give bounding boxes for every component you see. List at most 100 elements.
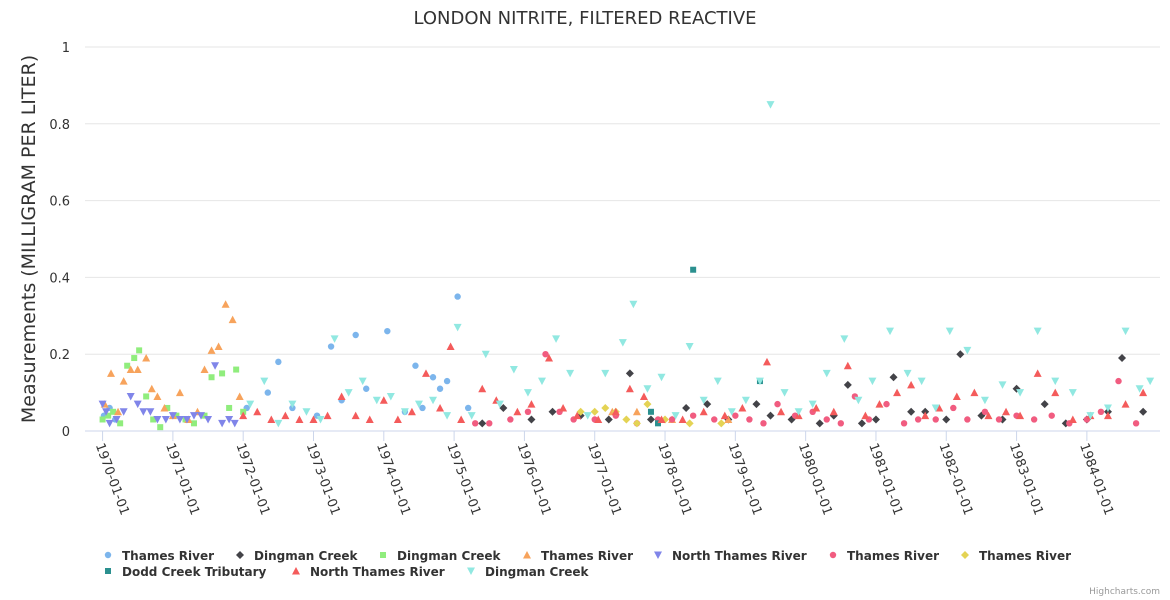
data-point[interactable] — [690, 266, 697, 273]
data-point[interactable] — [657, 415, 666, 423]
data-point[interactable] — [1033, 369, 1042, 377]
data-point[interactable] — [161, 415, 170, 424]
data-point[interactable] — [545, 354, 554, 362]
data-point[interactable] — [495, 400, 504, 409]
data-point[interactable] — [523, 389, 532, 397]
data-point[interactable] — [632, 419, 641, 428]
data-point[interactable] — [337, 392, 346, 400]
data-point[interactable] — [812, 403, 821, 412]
data-point[interactable] — [182, 415, 191, 424]
legend-label[interactable]: Thames River — [122, 549, 214, 563]
data-point[interactable] — [363, 385, 370, 392]
data-point[interactable] — [1040, 400, 1049, 409]
data-point[interactable] — [133, 365, 142, 374]
data-point[interactable] — [583, 412, 592, 420]
legend-marker[interactable] — [961, 551, 969, 559]
data-point[interactable] — [868, 377, 877, 386]
data-point[interactable] — [407, 407, 416, 416]
data-point[interactable] — [822, 369, 831, 378]
data-point[interactable] — [327, 343, 335, 350]
legend-item[interactable]: Thames River — [523, 549, 633, 563]
data-point[interactable] — [945, 327, 954, 336]
data-point[interactable] — [190, 420, 197, 427]
data-point[interactable] — [436, 403, 445, 412]
legend-label[interactable]: Dingman Creek — [397, 549, 502, 563]
data-point[interactable] — [105, 419, 114, 428]
data-point[interactable] — [219, 370, 226, 377]
data-point[interactable] — [1068, 415, 1077, 423]
data-point[interactable] — [384, 327, 391, 335]
data-point[interactable] — [429, 396, 438, 405]
data-point[interactable] — [98, 400, 107, 409]
data-point[interactable] — [777, 407, 786, 416]
legend-marker[interactable] — [523, 551, 531, 559]
data-point[interactable] — [330, 335, 339, 343]
data-point[interactable] — [931, 404, 940, 412]
data-point[interactable] — [126, 392, 135, 401]
data-point[interactable] — [509, 366, 518, 374]
data-point[interactable] — [903, 369, 912, 378]
data-point[interactable] — [1048, 412, 1055, 419]
legend-label[interactable]: Thames River — [979, 549, 1071, 563]
data-point[interactable] — [720, 411, 729, 420]
data-point[interactable] — [907, 407, 916, 416]
data-point[interactable] — [689, 412, 697, 419]
data-point[interactable] — [150, 416, 157, 423]
data-point[interactable] — [146, 408, 155, 416]
data-point[interactable] — [386, 392, 395, 401]
data-point[interactable] — [323, 411, 332, 420]
data-point[interactable] — [1068, 389, 1077, 397]
data-point[interactable] — [453, 323, 462, 332]
data-point[interactable] — [780, 389, 789, 397]
data-point[interactable] — [365, 415, 374, 423]
legend-item[interactable]: Dingman Creek — [380, 549, 502, 563]
data-point[interactable] — [464, 404, 472, 412]
data-point[interactable] — [379, 396, 388, 404]
data-point[interactable] — [755, 377, 764, 386]
data-point[interactable] — [746, 416, 753, 423]
data-point[interactable] — [871, 415, 880, 424]
data-point[interactable] — [774, 400, 781, 408]
data-point[interactable] — [218, 419, 227, 428]
data-point[interactable] — [893, 388, 902, 397]
data-point[interactable] — [711, 416, 718, 423]
data-point[interactable] — [611, 407, 620, 416]
data-point[interactable] — [752, 400, 761, 409]
data-point[interactable] — [281, 411, 290, 420]
data-point[interactable] — [230, 419, 239, 428]
data-point[interactable] — [527, 400, 536, 408]
data-point[interactable] — [164, 404, 171, 411]
legend-marker[interactable] — [292, 567, 300, 575]
data-point[interactable] — [472, 420, 479, 427]
data-point[interactable] — [622, 415, 631, 424]
data-point[interactable] — [143, 393, 150, 400]
data-point[interactable] — [995, 416, 1003, 423]
data-point[interactable] — [457, 415, 466, 423]
legend-item[interactable]: North Thames River — [292, 565, 445, 579]
data-point[interactable] — [214, 342, 223, 351]
data-point[interactable] — [112, 415, 121, 424]
legend-item[interactable]: Thames River — [104, 549, 214, 563]
data-point[interactable] — [629, 300, 638, 309]
data-point[interactable] — [1016, 411, 1025, 420]
legend-label[interactable]: Dingman Creek — [254, 549, 359, 563]
data-point[interactable] — [668, 416, 676, 423]
data-point[interactable] — [114, 407, 123, 416]
data-point[interactable] — [160, 403, 169, 412]
legend-item[interactable]: Thames River — [829, 549, 939, 563]
data-point[interactable] — [204, 415, 213, 424]
data-point[interactable] — [117, 420, 124, 427]
data-point[interactable] — [717, 419, 726, 428]
data-point[interactable] — [225, 415, 234, 424]
data-point[interactable] — [454, 293, 461, 300]
data-point[interactable] — [1139, 388, 1148, 397]
data-point[interactable] — [699, 407, 708, 416]
data-point[interactable] — [682, 403, 691, 412]
data-point[interactable] — [963, 346, 972, 355]
data-point[interactable] — [907, 380, 916, 389]
data-point[interactable] — [914, 416, 922, 423]
data-point[interactable] — [400, 408, 409, 416]
data-point[interactable] — [685, 343, 694, 351]
data-point[interactable] — [604, 415, 613, 424]
data-point[interactable] — [854, 396, 863, 405]
